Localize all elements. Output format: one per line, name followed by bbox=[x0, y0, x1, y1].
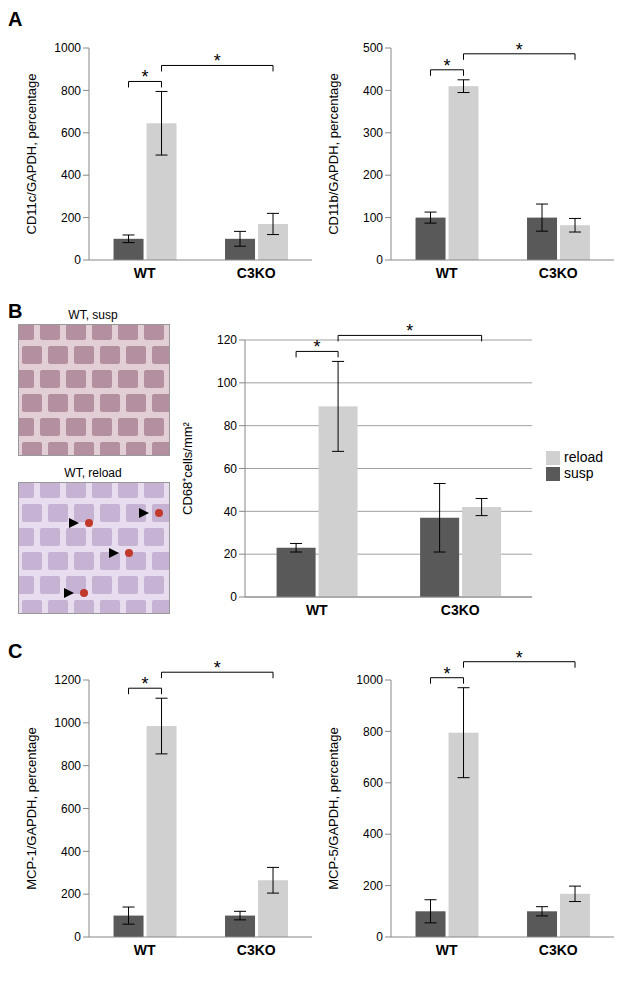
svg-text:500: 500 bbox=[363, 41, 383, 55]
html-text:WT, susp: WT, susp bbox=[68, 308, 118, 322]
svg-text:200: 200 bbox=[61, 211, 81, 225]
svg-text:CD11b/GAPDH, percentage: CD11b/GAPDH, percentage bbox=[326, 73, 341, 235]
html-text:reload: reload bbox=[564, 448, 603, 465]
svg-text:*: * bbox=[214, 658, 221, 678]
svg-text:*: * bbox=[444, 664, 451, 684]
svg-text:*: * bbox=[314, 337, 321, 357]
svg-text:0: 0 bbox=[74, 930, 81, 944]
svg-text:40: 40 bbox=[224, 505, 238, 519]
svg-text:400: 400 bbox=[61, 845, 81, 859]
svg-text:0: 0 bbox=[376, 930, 383, 944]
svg-text:CD68⁺cells/mm²: CD68⁺cells/mm² bbox=[180, 421, 195, 515]
svg-text:80: 80 bbox=[224, 419, 238, 433]
svg-text:1000: 1000 bbox=[54, 41, 81, 55]
html-text:B: B bbox=[8, 300, 23, 322]
svg-text:*: * bbox=[142, 67, 149, 87]
svg-text:120: 120 bbox=[217, 333, 237, 347]
svg-text:C3KO: C3KO bbox=[237, 942, 276, 958]
html-text:susp: susp bbox=[564, 465, 594, 481]
svg-text:C3KO: C3KO bbox=[237, 265, 276, 281]
svg-text:C3KO: C3KO bbox=[539, 265, 578, 281]
svg-text:800: 800 bbox=[363, 725, 383, 739]
svg-text:WT: WT bbox=[134, 265, 156, 281]
svg-text:*: * bbox=[214, 51, 221, 71]
svg-text:600: 600 bbox=[61, 802, 81, 816]
svg-text:60: 60 bbox=[224, 462, 238, 476]
svg-text:200: 200 bbox=[61, 887, 81, 901]
svg-text:C3KO: C3KO bbox=[441, 602, 480, 618]
svg-text:*: * bbox=[444, 56, 451, 76]
svg-text:100: 100 bbox=[217, 376, 237, 390]
svg-text:WT: WT bbox=[436, 942, 458, 958]
svg-text:*: * bbox=[516, 648, 523, 668]
svg-text:400: 400 bbox=[61, 168, 81, 182]
svg-text:WT: WT bbox=[306, 602, 328, 618]
html-text:A: A bbox=[8, 8, 23, 30]
svg-text:WT: WT bbox=[436, 265, 458, 281]
svg-text:600: 600 bbox=[363, 776, 383, 790]
svg-text:0: 0 bbox=[74, 253, 81, 267]
svg-text:0: 0 bbox=[230, 590, 237, 604]
svg-text:*: * bbox=[142, 674, 149, 694]
svg-text:600: 600 bbox=[61, 126, 81, 140]
svg-text:MCP-5/GAPDH, percentage: MCP-5/GAPDH, percentage bbox=[326, 727, 341, 890]
svg-text:*: * bbox=[406, 321, 413, 341]
svg-text:20: 20 bbox=[224, 547, 238, 561]
svg-text:MCP-1/GAPDH, percentage: MCP-1/GAPDH, percentage bbox=[24, 727, 39, 890]
svg-text:300: 300 bbox=[363, 126, 383, 140]
svg-text:1200: 1200 bbox=[54, 673, 81, 687]
svg-text:400: 400 bbox=[363, 84, 383, 98]
svg-text:*: * bbox=[516, 40, 523, 60]
svg-text:WT: WT bbox=[134, 942, 156, 958]
svg-text:1000: 1000 bbox=[356, 673, 383, 687]
svg-text:CD11c/GAPDH, percentage: CD11c/GAPDH, percentage bbox=[24, 74, 39, 235]
svg-text:C3KO: C3KO bbox=[539, 942, 578, 958]
html-text:WT, reload: WT, reload bbox=[64, 466, 122, 480]
html-text:C: C bbox=[8, 640, 23, 662]
svg-text:800: 800 bbox=[61, 759, 81, 773]
svg-text:800: 800 bbox=[61, 84, 81, 98]
svg-text:200: 200 bbox=[363, 168, 383, 182]
svg-text:100: 100 bbox=[363, 211, 383, 225]
svg-text:0: 0 bbox=[376, 253, 383, 267]
svg-text:1000: 1000 bbox=[54, 716, 81, 730]
svg-text:400: 400 bbox=[363, 827, 383, 841]
svg-text:200: 200 bbox=[363, 879, 383, 893]
